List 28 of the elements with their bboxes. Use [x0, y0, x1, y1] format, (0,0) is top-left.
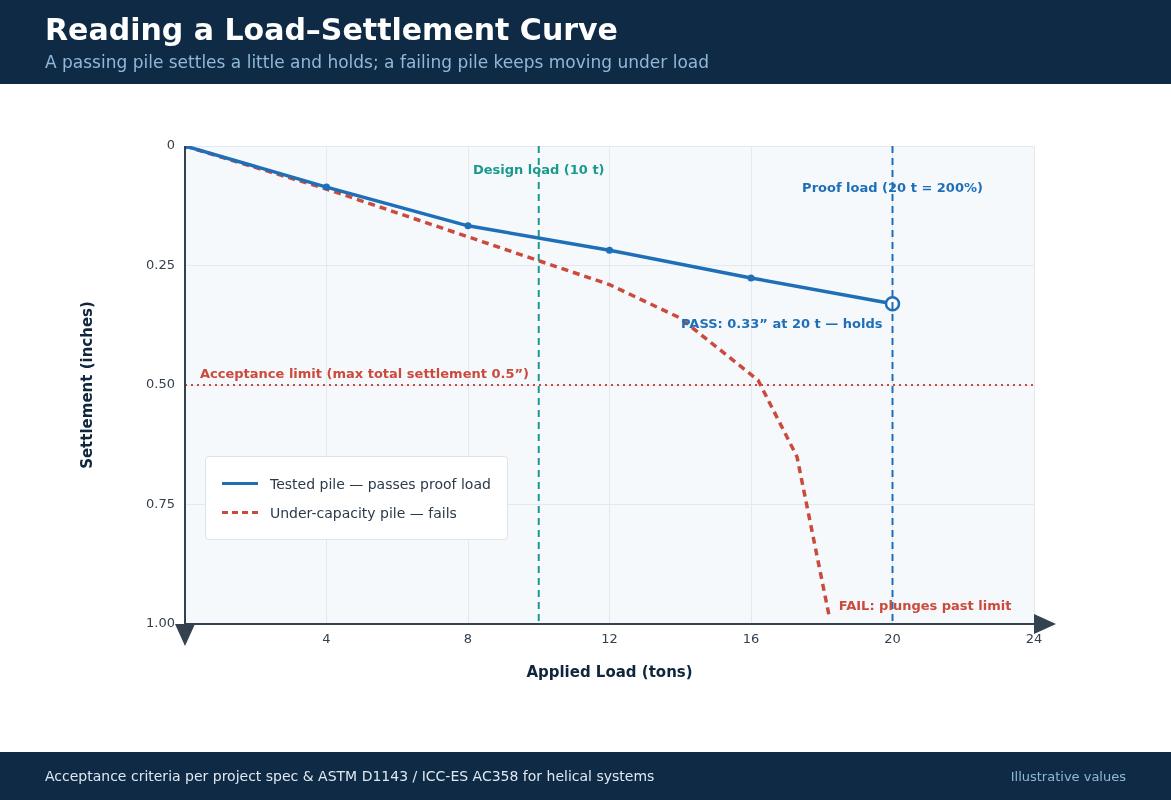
- y-tick-label: 0: [166, 137, 175, 153]
- point: [323, 183, 330, 191]
- legend-label: Tested pile — passes proof load: [270, 475, 491, 492]
- x-axis-title: Applied Load (tons): [526, 662, 693, 681]
- y-tick-label: 1.00: [146, 615, 175, 631]
- annotation: FAIL: plunges past limit: [838, 598, 1012, 614]
- x-tick-label: 4: [322, 631, 331, 647]
- x-tick-label: 24: [1025, 631, 1043, 647]
- legend-label: Under-capacity pile — fails: [270, 504, 457, 521]
- ref-line-label: Design load (10 t): [472, 162, 605, 177]
- x-tick-label: 20: [884, 631, 901, 647]
- x-tick-label: 16: [742, 631, 760, 647]
- x-tick-label: 12: [601, 631, 618, 647]
- y-tick-label: 0.50: [146, 376, 175, 392]
- point: [464, 222, 472, 230]
- y-tick-label: 0.75: [146, 495, 175, 511]
- x-tick-label: 8: [463, 631, 473, 647]
- chart-subtitle: A passing pile settles a little and holds; a failing pile keeps moving under load: [45, 52, 709, 72]
- y-tick-label: 0.25: [146, 256, 175, 272]
- y-axis-title: Settlement (inches): [77, 301, 96, 469]
- ref-line-label: Proof load (20 t = 200%): [802, 180, 983, 195]
- point: [606, 246, 613, 254]
- point: [747, 274, 755, 282]
- text: Illustrative values: [1010, 769, 1126, 784]
- text: Acceptance criteria per project spec & ASTM D1143 / ICC-ES AC358 for helical systems: [45, 768, 655, 784]
- annotation: PASS: 0.33” at 20 t — holds: [681, 315, 883, 331]
- ref-line-label: Acceptance limit (max total settlement 0.5”): [200, 366, 529, 381]
- chart-title: Reading a Load–Settlement Curve: [45, 12, 618, 47]
